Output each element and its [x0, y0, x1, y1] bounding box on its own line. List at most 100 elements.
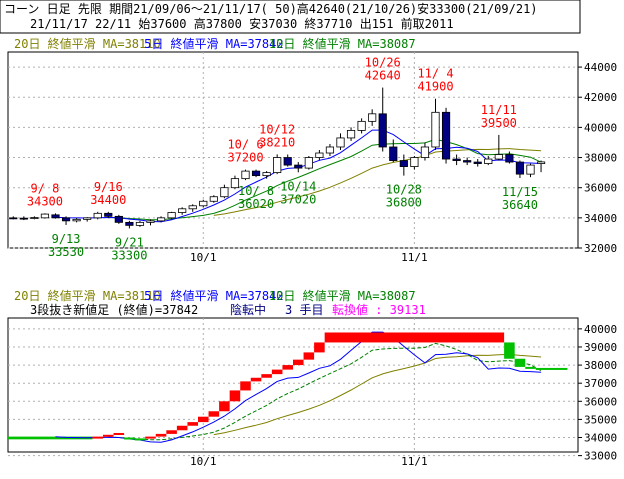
annotation-date: 9/13: [52, 232, 81, 246]
legend-item-ma10: 10日 終値平滑 MA=38087: [269, 36, 416, 51]
candle-body-up: [156, 217, 166, 222]
break-brick-up: [229, 390, 241, 402]
kagi-reversal: 転換値 : 39131: [332, 302, 426, 317]
break-brick-up: [261, 374, 272, 378]
annotation-value: 41900: [417, 80, 453, 94]
candle-body-down: [378, 113, 387, 148]
candle-body-up: [368, 113, 377, 122]
upper-plot-frame: [7, 51, 579, 249]
candle-body-up: [325, 146, 335, 154]
break-brick-up: [314, 342, 325, 353]
kagi-title: 3段抜き新値足 (終値)=37842: [30, 302, 198, 317]
break-brick-up: [219, 401, 230, 412]
candle-body-up: [220, 187, 229, 198]
candle-body-down: [19, 217, 28, 220]
candle-body-up: [209, 196, 218, 202]
break-brick-up: [155, 433, 167, 437]
lower-break-chart: 40000 39000 38000 37000 36000 35000 34000 33000…: [7, 317, 617, 468]
header-line-1: コーン 日足 先限 期間21/09/06～21/11/17( 50)高42640…: [4, 1, 538, 16]
candle-body-down: [114, 215, 123, 223]
annotation-date: 10/12: [259, 122, 295, 136]
annotation-value: 34300: [27, 194, 63, 208]
candle-body-up: [336, 137, 345, 148]
candle-body-up: [40, 213, 50, 219]
break-brick-down: [535, 367, 568, 370]
candle-body-up: [357, 120, 366, 131]
upper-ytick-label: 36000: [584, 182, 617, 195]
annotation-value: 33300: [111, 248, 147, 262]
candle-body-up: [431, 111, 440, 148]
annotation-value: 36800: [386, 196, 422, 210]
candle-body-up: [72, 218, 81, 222]
candle-body-down: [294, 164, 303, 169]
lower-ma20-line: [213, 353, 542, 436]
lower-ma10-line: [108, 342, 542, 441]
break-brick-up: [92, 436, 103, 439]
candle-body-down: [251, 170, 261, 177]
annotation-value: 36640: [502, 198, 538, 212]
candle-body-up: [420, 146, 430, 158]
lower-ytick-label: 35000: [584, 413, 617, 426]
annotation-date: 9/21: [115, 235, 144, 249]
lower-ytick-label: 38000: [584, 359, 617, 372]
candle-body-up: [262, 172, 271, 177]
annotation-date: 11/15: [502, 185, 538, 199]
upper-ytick-label: 40000: [584, 121, 617, 134]
header-box: [0, 0, 581, 34]
annotation-date: 10/14: [280, 179, 316, 193]
header-line-2: 21/11/17 22/11 始37600 高37800 安37030 終377…: [30, 16, 454, 31]
candle-body-up: [526, 164, 535, 175]
candle-body-down: [463, 160, 472, 163]
legend-item-ma5: 5日 終値平滑 MA=37842: [144, 288, 283, 303]
break-brick-up: [282, 365, 293, 370]
break-brick-down: [8, 436, 93, 440]
candle-body-down: [441, 111, 451, 160]
annotation-value: 36020: [238, 197, 274, 211]
candle-body-down: [104, 212, 113, 217]
candle-body-down: [283, 157, 292, 166]
lower-ytick-label: 40000: [584, 323, 617, 336]
candle-body-up: [230, 178, 240, 189]
annotation-date: 11/ 4: [417, 67, 453, 81]
lower-ytick-label: 33000: [584, 450, 617, 463]
annotation-date: 9/ 8: [30, 181, 59, 195]
candle-body-up: [135, 221, 145, 226]
annotation-date: 10/ 8: [238, 184, 274, 198]
break-brick-up: [293, 359, 304, 366]
upper-ma10-line: [108, 138, 542, 221]
upper-ytick-label: 32000: [584, 242, 617, 255]
annotation-value: 37020: [280, 192, 316, 206]
legend-item-ma20: 20日 終値平滑 MA=38110: [14, 36, 161, 51]
break-brick-up: [176, 425, 188, 431]
break-brick-up: [145, 436, 156, 439]
candle-body-up: [494, 154, 503, 160]
candle-body-up: [178, 208, 187, 213]
upper-ma20-line: [213, 148, 542, 216]
candle-body-up: [315, 152, 324, 158]
lower-ytick-label: 34000: [584, 432, 617, 445]
break-brick-up: [250, 377, 262, 382]
candle-body-up: [241, 170, 250, 180]
legend-item-ma10: 10日 終値平滑 MA=38087: [269, 288, 416, 303]
lower-xtick-label: 11/1: [401, 455, 428, 468]
candle-body-up: [346, 129, 356, 139]
annotation-value: 34400: [90, 193, 126, 207]
candle-body-up: [30, 217, 39, 220]
candle-body-up: [304, 157, 313, 169]
candle-body-up: [273, 157, 282, 174]
legend-item-ma5: 5日 終値平滑 MA=37842: [144, 36, 283, 51]
break-brick-up: [103, 434, 114, 437]
break-brick-up: [271, 369, 283, 375]
candle-body-up: [83, 217, 92, 220]
candle-body-down: [61, 217, 71, 222]
annotation-date: 11/11: [481, 103, 517, 117]
candle-body-down: [452, 158, 461, 161]
upper-ytick-label: 44000: [584, 61, 617, 74]
candle-body-up: [484, 158, 493, 164]
lower-ytick-label: 39000: [584, 341, 617, 354]
candle-body-down: [389, 146, 398, 161]
candle-body-down: [505, 154, 514, 163]
